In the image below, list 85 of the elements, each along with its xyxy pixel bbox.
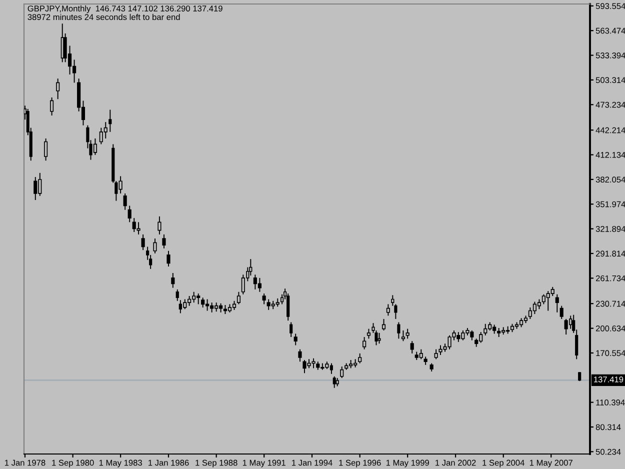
candlestick	[93, 138, 98, 156]
candlestick	[153, 238, 157, 254]
candlestick	[128, 205, 132, 223]
candlestick	[104, 122, 108, 139]
candlestick	[241, 274, 245, 295]
candlestick	[232, 300, 236, 310]
candlestick	[294, 333, 298, 346]
candlestick	[34, 176, 38, 200]
y-tick-label: 230.714	[596, 300, 625, 307]
candlestick	[560, 305, 564, 320]
candlestick	[401, 330, 406, 342]
x-tick-label: 1 Sep 2004	[482, 460, 524, 468]
candlestick	[162, 234, 166, 249]
candlestick	[555, 294, 559, 313]
candlestick	[410, 340, 414, 354]
candlestick	[362, 336, 366, 350]
candlestick	[386, 304, 390, 316]
candlestick	[497, 328, 501, 338]
candlestick	[382, 318, 386, 331]
candlestick	[141, 234, 145, 251]
x-tick-label: 1 Jan 2002	[436, 460, 476, 466]
y-tick-label: 412.134	[596, 152, 625, 158]
candlestick	[434, 348, 438, 360]
candlestick	[158, 216, 162, 235]
candlestick	[519, 318, 524, 328]
y-tick-label: 50.234	[596, 448, 621, 455]
candlestick	[290, 322, 293, 338]
y-tick-label: 593.554	[596, 3, 625, 10]
y-tick-label: 382.054	[596, 176, 625, 183]
candlestick	[397, 322, 400, 340]
candlestick	[340, 366, 344, 379]
candlestick	[358, 352, 362, 364]
candlestick	[136, 222, 140, 235]
y-tick-label: 110.394	[596, 400, 625, 406]
annotation: 38972 minutes 24 seconds left to bar end	[28, 14, 180, 20]
candlestick	[332, 376, 336, 388]
y-tick-label: 170.554	[596, 350, 625, 356]
candlestick	[366, 328, 371, 340]
y-tick-label: 80.314	[596, 424, 621, 430]
x-tick-label: 1 May 1999	[386, 460, 429, 468]
x-tick-label: 1 Jan 1986	[148, 460, 189, 466]
candlestick	[44, 138, 48, 162]
chart-title: GBPJPY,Monthly 146.743 147.102 136.290 137.419	[28, 5, 222, 14]
x-tick-label: 1 Jan 1978	[5, 460, 46, 466]
candlestick	[262, 293, 266, 305]
y-tick-label: 503.314	[596, 77, 625, 84]
candlestick	[50, 96, 54, 116]
y-tick-label: 442.214	[596, 127, 625, 134]
candlestick	[378, 332, 381, 344]
candlestick	[183, 298, 187, 310]
candlestick	[166, 250, 170, 267]
candlestick	[298, 348, 302, 362]
candlestick	[236, 291, 241, 305]
x-tick-label: 1 Jan 1994	[292, 460, 332, 466]
candlestick	[123, 192, 127, 210]
y-tick-label: 321.894	[596, 226, 625, 232]
x-tick-label: 1 May 2007	[530, 460, 572, 468]
y-tick-label: 291.814	[596, 250, 625, 257]
y-tick-label: 473.234	[596, 102, 625, 108]
x-tick-label: 1 May 1991	[242, 460, 286, 468]
candlestick	[171, 272, 175, 288]
x-tick-label: 1 Sep 1988	[196, 460, 238, 468]
candlestick	[108, 109, 112, 132]
y-tick-label: 261.734	[596, 275, 625, 282]
y-tick-label: 563.474	[596, 28, 625, 34]
candlestick	[406, 328, 410, 340]
candlestick	[258, 277, 262, 292]
candlestick	[564, 318, 568, 336]
y-tick-label: 200.634	[596, 325, 625, 332]
candlestick	[550, 286, 554, 296]
candlestick	[484, 323, 488, 336]
x-tick-label: 1 Sep 1980	[52, 460, 94, 468]
x-tick-label: 1 Sep 1996	[339, 460, 381, 468]
candlestick	[60, 23, 64, 63]
candlestick	[223, 304, 228, 315]
candlestick	[56, 78, 60, 100]
candlestick	[419, 348, 423, 360]
candlestick	[118, 176, 122, 194]
candlestick	[537, 298, 542, 310]
y-tick-label: 351.974	[596, 201, 625, 208]
y-tick-label: 533.394	[596, 52, 625, 58]
candlestick	[201, 297, 205, 308]
ref-line-label: 137.419	[594, 376, 624, 382]
candlestick	[176, 288, 179, 302]
x-tick-label: 1 May 1983	[99, 460, 142, 468]
